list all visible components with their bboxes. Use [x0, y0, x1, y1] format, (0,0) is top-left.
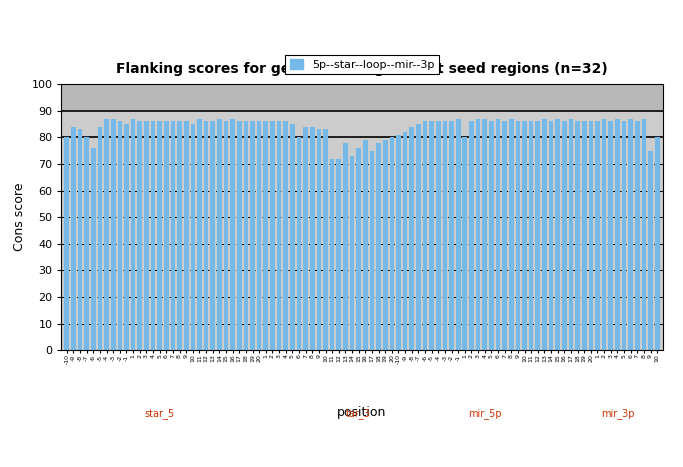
Bar	[582, 121, 587, 350]
Bar	[337, 159, 341, 350]
Bar	[330, 159, 335, 350]
Bar	[641, 119, 646, 350]
Bar	[61, 84, 663, 111]
Bar	[615, 119, 619, 350]
Bar	[137, 121, 142, 350]
Bar	[562, 121, 567, 350]
Bar	[449, 121, 454, 350]
Bar	[357, 148, 361, 350]
Bar	[502, 121, 507, 350]
Bar	[144, 121, 149, 350]
Text: mir_5p: mir_5p	[468, 409, 501, 419]
Bar	[257, 121, 262, 350]
Bar	[542, 119, 547, 350]
Bar	[91, 148, 96, 350]
Bar	[622, 121, 626, 350]
Bar	[496, 119, 501, 350]
Bar	[589, 121, 593, 350]
Bar	[244, 121, 248, 350]
Bar	[569, 119, 573, 350]
Bar	[430, 121, 434, 350]
Bar	[436, 121, 441, 350]
Bar	[535, 121, 540, 350]
Bar	[270, 121, 275, 350]
Bar	[210, 121, 215, 350]
Bar	[343, 142, 348, 350]
Bar	[482, 119, 487, 350]
Bar	[595, 121, 600, 350]
Bar	[111, 119, 115, 350]
Bar	[628, 119, 633, 350]
Bar	[363, 140, 367, 350]
Bar	[296, 137, 301, 350]
Bar	[476, 119, 480, 350]
Bar	[197, 119, 201, 350]
Bar	[191, 124, 195, 350]
Bar	[403, 132, 408, 350]
Bar	[277, 121, 281, 350]
Bar	[124, 124, 129, 350]
Bar	[469, 121, 474, 350]
Title: Flanking scores for genes with significant seed regions (n=32): Flanking scores for genes with significa…	[116, 62, 608, 76]
Bar	[389, 137, 394, 350]
Bar	[131, 119, 135, 350]
Bar	[151, 121, 155, 350]
Bar	[104, 119, 109, 350]
Bar	[443, 121, 447, 350]
Bar	[204, 121, 208, 350]
Bar	[237, 121, 242, 350]
Bar	[323, 129, 328, 350]
Bar	[423, 121, 428, 350]
Bar	[303, 127, 308, 350]
Bar	[370, 150, 374, 350]
Legend: 5p--star--loop--mir--3p: 5p--star--loop--mir--3p	[285, 55, 438, 74]
Text: star_5: star_5	[145, 409, 175, 419]
Bar	[456, 119, 460, 350]
Bar	[157, 121, 162, 350]
Bar	[64, 137, 69, 350]
Bar	[250, 121, 255, 350]
Bar	[416, 124, 421, 350]
Bar	[383, 140, 387, 350]
Bar	[409, 127, 414, 350]
X-axis label: position: position	[337, 406, 387, 419]
Bar	[316, 129, 321, 350]
Bar	[171, 121, 176, 350]
Bar	[648, 150, 653, 350]
Bar	[78, 129, 83, 350]
Bar	[396, 134, 401, 350]
Bar	[555, 119, 560, 350]
Text: mir_3p: mir_3p	[600, 409, 634, 419]
Bar	[98, 127, 102, 350]
Bar	[609, 121, 613, 350]
Bar	[290, 124, 294, 350]
Bar	[230, 119, 235, 350]
Y-axis label: Cons score: Cons score	[13, 183, 26, 251]
Bar	[529, 121, 533, 350]
Bar	[223, 121, 228, 350]
Bar	[283, 121, 288, 350]
Bar	[164, 121, 169, 350]
Bar	[264, 121, 268, 350]
Bar	[575, 121, 580, 350]
Bar	[489, 121, 494, 350]
Bar	[509, 119, 514, 350]
Bar	[522, 121, 527, 350]
Bar	[310, 127, 315, 350]
Bar	[177, 121, 182, 350]
Bar	[184, 121, 189, 350]
Bar	[217, 119, 222, 350]
Bar	[655, 137, 660, 350]
Bar	[376, 142, 381, 350]
Bar	[117, 121, 122, 350]
Bar	[635, 121, 639, 350]
Text: tar_3: tar_3	[346, 409, 371, 419]
Bar	[548, 121, 553, 350]
Bar	[350, 156, 354, 350]
Bar	[85, 137, 89, 350]
Bar	[602, 119, 607, 350]
Bar	[516, 121, 520, 350]
Bar	[71, 127, 76, 350]
Bar	[462, 137, 467, 350]
